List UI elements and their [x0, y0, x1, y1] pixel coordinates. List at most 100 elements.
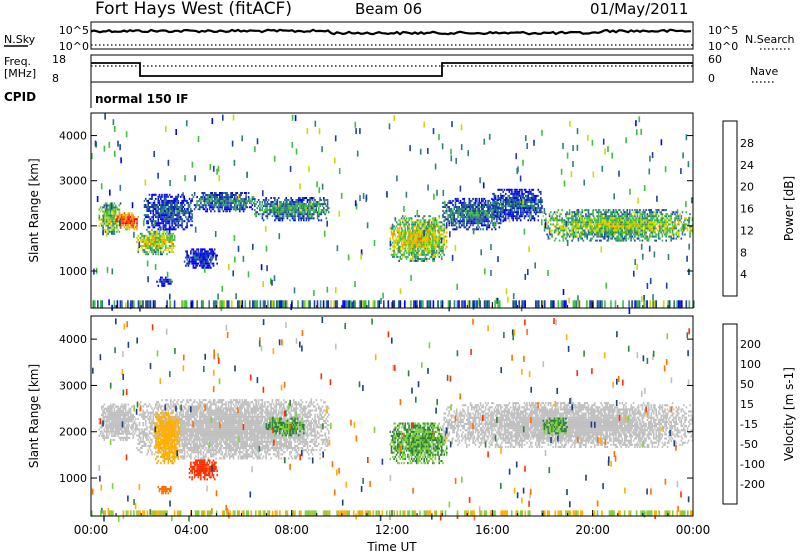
scatter-cell	[641, 235, 644, 238]
scatter-cell	[291, 114, 294, 121]
scatter-cell	[507, 201, 509, 203]
scatter-cell	[195, 256, 197, 259]
scatter-cell	[459, 216, 462, 219]
scatter-cell	[526, 190, 528, 193]
scatter-cell	[439, 249, 442, 252]
scatter-cell	[474, 208, 477, 210]
scatter-cell	[511, 197, 513, 199]
scatter-cell	[161, 214, 163, 217]
scatter-cell	[414, 237, 417, 240]
scatter-cell	[649, 221, 651, 224]
scatter-cell	[466, 224, 468, 227]
scatter-cell	[651, 152, 654, 159]
scatter-cell	[563, 229, 566, 232]
scatter-cell	[471, 214, 473, 217]
scatter-cell	[681, 231, 684, 234]
scatter-cell	[402, 243, 404, 246]
scatter-cell	[602, 237, 605, 240]
scatter-cell	[592, 217, 595, 220]
scatter-cell	[645, 225, 647, 228]
scatter-cell	[149, 234, 152, 237]
scatter-cell	[404, 215, 407, 218]
scatter-cell	[169, 293, 171, 300]
scatter-cell	[223, 206, 226, 209]
scatter-cell	[412, 231, 414, 234]
cpid-row: CPID normal 150 IF	[4, 82, 189, 108]
scatter-cell	[606, 239, 609, 242]
scatter-cell	[102, 210, 104, 213]
scatter-cell	[131, 212, 133, 215]
scatter-cell	[255, 203, 257, 206]
scatter-cell	[393, 253, 395, 256]
scatter-cell	[178, 206, 181, 208]
scatter-cell	[590, 217, 592, 220]
scatter-cell	[197, 136, 200, 142]
scatter-cell	[629, 217, 631, 220]
scatter-cell	[651, 225, 654, 228]
scatter-cell	[655, 209, 657, 212]
scatter-cell	[417, 253, 419, 256]
scatter-cell	[493, 207, 496, 210]
scatter-cell	[237, 204, 240, 207]
scatter-cell	[423, 257, 425, 260]
scatter-cell	[439, 253, 442, 256]
scatter-cell	[435, 225, 438, 228]
scatter-cell	[434, 217, 437, 220]
scatter-cell	[158, 245, 161, 247]
scatter-cell	[166, 253, 168, 256]
scatter-cell	[229, 198, 231, 201]
scatter-cell	[483, 218, 486, 221]
scatter-cell	[512, 203, 514, 206]
scatter-cell	[162, 232, 165, 235]
scatter-cell	[517, 209, 519, 212]
scatter-cell	[186, 252, 188, 255]
scatter-cell	[433, 231, 435, 234]
scatter-cell	[489, 208, 492, 210]
scatter-cell	[177, 193, 180, 196]
scatter-cell	[523, 188, 526, 191]
scatter-cell	[649, 219, 651, 222]
scatter-cell	[190, 208, 192, 210]
scatter-cell	[454, 245, 457, 252]
scatter-cell	[572, 217, 575, 220]
scatter-cell	[488, 204, 491, 206]
scatter-cell	[281, 205, 284, 208]
scatter-cell	[194, 175, 196, 182]
scatter-cell	[168, 224, 171, 227]
scatter-cell	[577, 237, 580, 240]
scatter-cell	[670, 217, 672, 220]
scatter-cell	[121, 224, 123, 227]
scatter-cell	[157, 212, 160, 215]
scatter-cell	[456, 228, 458, 231]
scatter-cell	[615, 225, 617, 228]
scatter-cell	[606, 231, 609, 234]
scatter-cell	[570, 233, 572, 236]
scatter-cell	[412, 225, 414, 228]
scatter-cell	[610, 233, 612, 236]
scatter-cell	[188, 260, 191, 263]
scatter-cell	[112, 204, 114, 207]
scatter-cell	[483, 197, 486, 200]
scatter-cell	[649, 233, 651, 236]
scatter-cell	[155, 220, 157, 223]
scatter-cell	[688, 216, 690, 223]
scatter-cell	[320, 199, 323, 201]
scatter-cell	[562, 219, 565, 222]
scatter-cell	[165, 212, 167, 215]
scatter-cell	[295, 199, 297, 201]
scatter-cell	[573, 231, 576, 234]
scatter-cell	[168, 210, 171, 212]
scatter-cell	[494, 211, 497, 214]
scatter-cell	[172, 216, 175, 219]
scatter-cell	[438, 221, 440, 224]
scatter-cell	[422, 253, 424, 256]
scatter-cell	[652, 213, 655, 216]
scatter-cell	[678, 215, 680, 218]
scatter-cell	[432, 253, 434, 256]
scatter-cell	[504, 192, 507, 195]
scatter-cell	[636, 263, 638, 270]
scatter-cell	[242, 210, 245, 213]
scatter-cell	[163, 197, 166, 200]
scatter-cell	[131, 222, 133, 225]
scatter-cell	[434, 231, 437, 234]
